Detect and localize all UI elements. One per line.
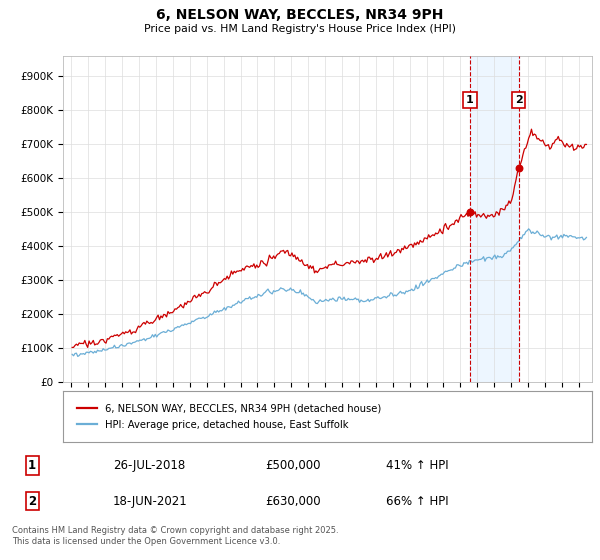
Text: Price paid vs. HM Land Registry's House Price Index (HPI): Price paid vs. HM Land Registry's House …: [144, 24, 456, 34]
Bar: [470, 56, 519, 382]
Text: 2: 2: [28, 494, 36, 508]
Text: 66% ↑ HPI: 66% ↑ HPI: [386, 494, 449, 508]
Text: 6, NELSON WAY, BECCLES, NR34 9PH: 6, NELSON WAY, BECCLES, NR34 9PH: [157, 8, 443, 22]
Point: [465, 208, 475, 217]
Legend: 6, NELSON WAY, BECCLES, NR34 9PH (detached house), HPI: Average price, detached : 6, NELSON WAY, BECCLES, NR34 9PH (detach…: [73, 400, 386, 433]
Text: Contains HM Land Registry data © Crown copyright and database right 2025.
This d: Contains HM Land Registry data © Crown c…: [12, 526, 338, 546]
Text: 2: 2: [515, 95, 523, 105]
Text: £500,000: £500,000: [265, 459, 321, 472]
Text: 26-JUL-2018: 26-JUL-2018: [113, 459, 185, 472]
Text: £630,000: £630,000: [265, 494, 321, 508]
Text: 18-JUN-2021: 18-JUN-2021: [113, 494, 188, 508]
Text: 41% ↑ HPI: 41% ↑ HPI: [386, 459, 449, 472]
Point: [514, 164, 524, 172]
Text: 1: 1: [466, 95, 474, 105]
Text: 1: 1: [28, 459, 36, 472]
